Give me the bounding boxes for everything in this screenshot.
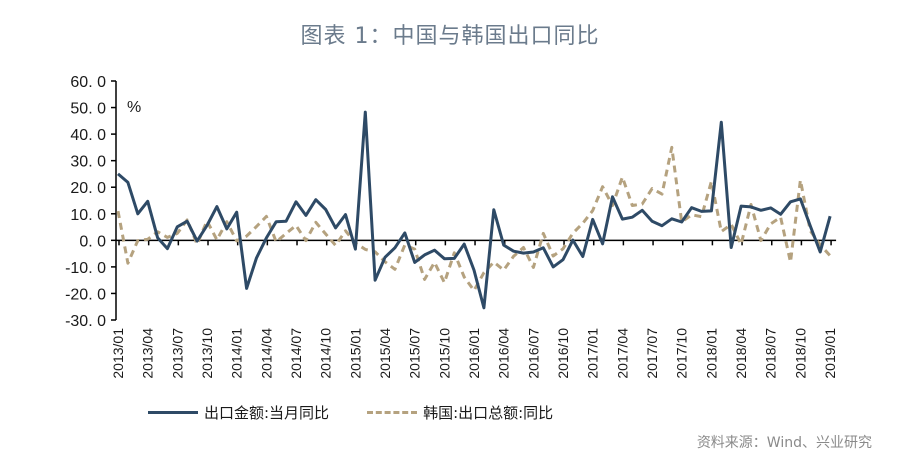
svg-text:2017/04: 2017/04 [614, 328, 630, 379]
svg-text:2015/10: 2015/10 [436, 328, 452, 379]
chart-title: 图表 1：中国与韩国出口同比 [300, 24, 600, 49]
svg-text:2016/10: 2016/10 [555, 328, 571, 379]
legend-item-china-exports: 出口金额:当月同比 [148, 402, 329, 423]
svg-text:2018/07: 2018/07 [763, 328, 779, 379]
svg-text:60. 0: 60. 0 [70, 74, 106, 91]
korea-export-yoy-line [116, 145, 832, 292]
dashed-line-swatch-icon [367, 411, 418, 414]
svg-text:2018/04: 2018/04 [733, 328, 749, 379]
svg-text:2014/04: 2014/04 [258, 328, 274, 379]
svg-text:2013/10: 2013/10 [199, 328, 215, 379]
legend-label-china-exports: 出口金额:当月同比 [204, 404, 330, 422]
svg-text:-30. 0: -30. 0 [65, 313, 106, 330]
svg-text:2018/01: 2018/01 [703, 328, 719, 379]
svg-text:-20. 0: -20. 0 [65, 286, 106, 303]
svg-text:2017/01: 2017/01 [585, 328, 601, 379]
svg-text:2015/01: 2015/01 [347, 328, 363, 379]
x-axis: 2013/01 2013/04 2013/07 2013/10 2014/01 2014/… [110, 239, 838, 379]
svg-text:-10. 0: -10. 0 [65, 260, 106, 277]
legend-item-korea-exports: 韩国:出口总额:同比 [367, 402, 553, 423]
unit-label: % [127, 99, 141, 116]
svg-text:2017/10: 2017/10 [674, 328, 690, 379]
svg-text:2013/01: 2013/01 [110, 328, 126, 379]
legend-label-korea-exports: 韩国:出口总额:同比 [423, 404, 554, 422]
svg-text:2015/07: 2015/07 [407, 328, 423, 379]
svg-text:50. 0: 50. 0 [70, 101, 106, 118]
svg-text:2016/01: 2016/01 [466, 328, 482, 379]
svg-text:2019/01: 2019/01 [822, 328, 838, 379]
china-export-yoy-line [117, 110, 832, 310]
svg-text:2016/04: 2016/04 [496, 328, 512, 379]
svg-text:2013/04: 2013/04 [140, 328, 156, 379]
svg-text:2015/04: 2015/04 [377, 328, 393, 379]
svg-text:2016/07: 2016/07 [525, 328, 541, 379]
svg-text:20. 0: 20. 0 [70, 180, 106, 197]
svg-text:40. 0: 40. 0 [70, 127, 106, 144]
svg-text:2017/07: 2017/07 [644, 328, 660, 379]
svg-text:2018/10: 2018/10 [792, 328, 808, 379]
y-axis: 60. 0 50. 0 40. 0 30. 0 20. 0 10. 0 0. 0 -10. 0… [65, 74, 117, 330]
svg-text:2014/07: 2014/07 [288, 328, 304, 379]
legend: 出口金额:当月同比 韩国:出口总额:同比 [148, 402, 591, 423]
source-note: 资料来源：Wind、兴业研究 [696, 435, 872, 451]
svg-text:0. 0: 0. 0 [79, 233, 106, 250]
svg-text:2014/01: 2014/01 [229, 328, 245, 379]
series-lines [116, 110, 832, 310]
svg-text:30. 0: 30. 0 [70, 154, 106, 171]
svg-text:2013/07: 2013/07 [169, 328, 185, 379]
solid-line-swatch-icon [148, 411, 198, 414]
svg-text:2014/10: 2014/10 [318, 328, 334, 379]
svg-text:10. 0: 10. 0 [70, 207, 106, 224]
